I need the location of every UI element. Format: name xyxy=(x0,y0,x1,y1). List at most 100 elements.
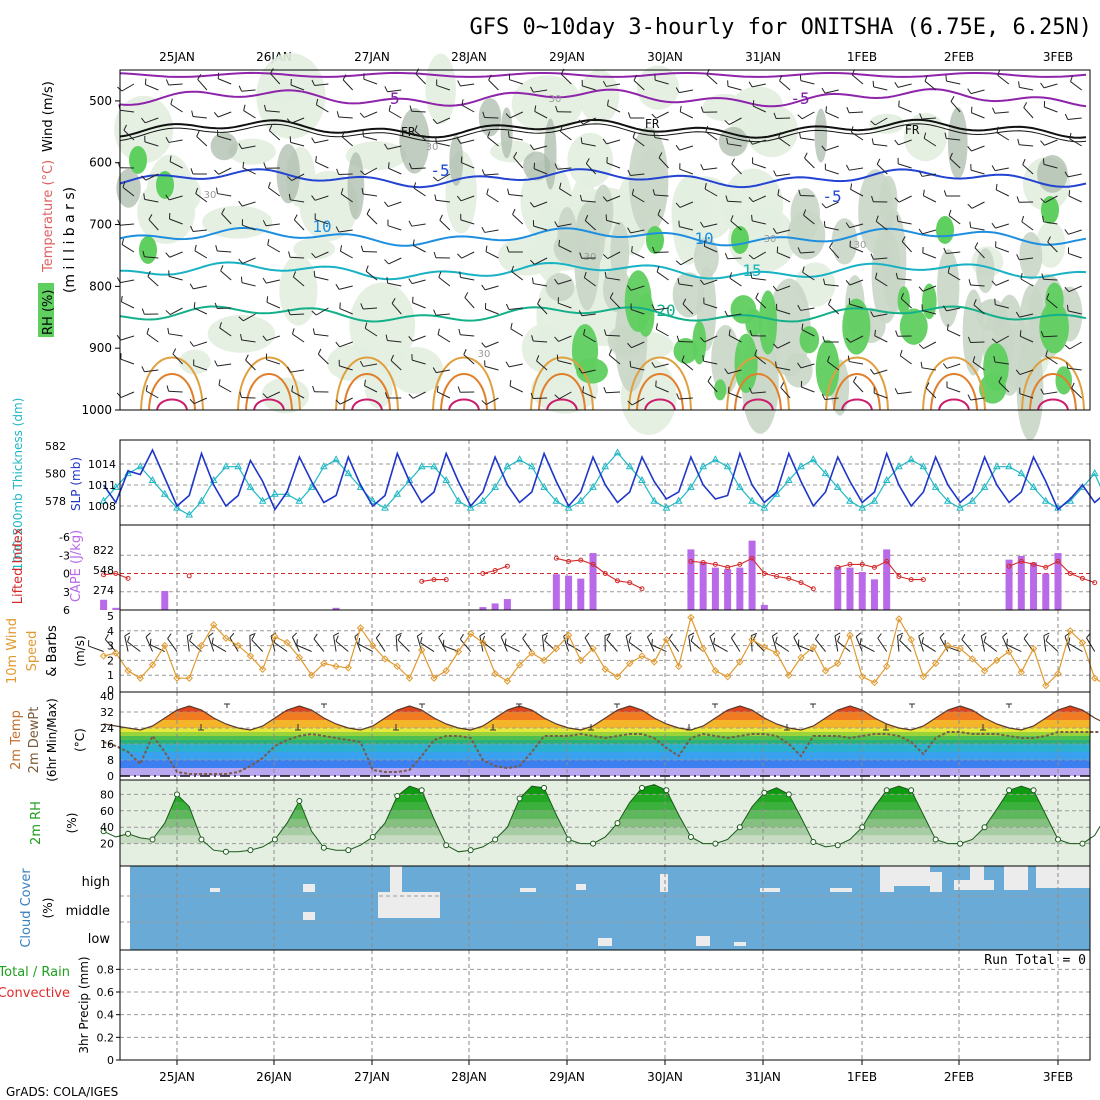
cape-bar xyxy=(577,578,585,610)
upper-wind-barb xyxy=(682,303,694,315)
cloud-gap xyxy=(576,884,586,890)
wind10m-speed-point xyxy=(723,672,732,681)
thickness-point xyxy=(992,462,1001,470)
upper-wind-barb-flag xyxy=(1064,113,1069,120)
rh2m-point xyxy=(1079,840,1086,847)
upper-wind-barb-flag xyxy=(1040,330,1044,337)
wind10m-barb-flag xyxy=(167,633,172,639)
wind10m-speed-point xyxy=(638,652,646,660)
upper-wind-barb-flag xyxy=(874,329,877,336)
isotherm-loop xyxy=(1037,398,1069,411)
upper-wind-barb xyxy=(704,188,718,197)
upper-wind-barb-flag xyxy=(656,266,660,273)
upper-wind-barb-flag xyxy=(505,113,511,119)
temp-ylabel-1: 2m Temp xyxy=(9,710,24,770)
upper-wind-barb-flag xyxy=(415,68,420,75)
temp-tick-label: 8 xyxy=(107,754,114,767)
lifted-index-point xyxy=(1079,575,1085,581)
wind10m-speed-point xyxy=(356,624,365,632)
wind10m-speed-point xyxy=(650,658,658,666)
upper-wind-barb-flag xyxy=(655,323,658,330)
upper-wind-barb-flag xyxy=(797,247,801,254)
upper-wind-barb-flag xyxy=(779,75,783,82)
upper-wind-barb xyxy=(656,328,669,337)
upper-wind-barb-flag xyxy=(537,298,541,305)
upper-wind-barb-flag xyxy=(853,376,857,383)
upper-wind-barb-flag xyxy=(219,322,222,329)
thickness-point xyxy=(99,496,108,504)
wind10m-barb-flag xyxy=(522,633,527,639)
upper-wind-barb xyxy=(777,341,791,349)
upper-wind-barb xyxy=(752,162,766,169)
upper-wind-barb xyxy=(220,270,232,281)
upper-wind-barb xyxy=(970,397,985,401)
upper-wind-barb-flag xyxy=(269,68,274,74)
wind10m-speed-point xyxy=(405,674,414,682)
upper-label-temp: Temperature (°C) xyxy=(41,160,56,273)
isotherm-loop xyxy=(1021,356,1085,411)
upper-wind-barb xyxy=(801,111,815,120)
upper-wind-barb-flag xyxy=(772,228,777,234)
upper-wind-barb-flag xyxy=(652,189,656,196)
upper-wind-barb xyxy=(464,297,475,309)
upper-wind-barb-flag xyxy=(972,356,976,363)
upper-wind-barb xyxy=(873,369,888,375)
footer-credit: GrADS: COLA/IGES xyxy=(6,1085,118,1099)
upper-wind-barb xyxy=(144,141,159,147)
wind10m-barb xyxy=(837,641,851,652)
cape-bar xyxy=(724,569,732,610)
upper-wind-barb xyxy=(316,104,329,113)
upper-wind-barb xyxy=(754,354,767,365)
rh-shade-mid xyxy=(693,237,719,278)
upper-wind-barb-flag xyxy=(894,388,899,394)
lifted-index-point xyxy=(639,586,645,592)
upper-wind-barb xyxy=(217,111,232,118)
upper-wind-barb-flag xyxy=(147,270,151,277)
thickness-point xyxy=(1090,469,1099,477)
isotherm-loop xyxy=(245,373,293,411)
upper-wind-barb xyxy=(194,250,208,259)
upper-wind-barb-flag xyxy=(335,341,340,348)
cape-bar xyxy=(687,549,695,610)
rh-shade-mid xyxy=(1019,232,1043,280)
upper-wind-barb-flag xyxy=(341,131,345,138)
upper-wind-barb-flag xyxy=(825,106,827,113)
temp-band xyxy=(120,728,1090,732)
upper-wind-barb-flag xyxy=(481,342,486,348)
upper-wind-barb-flag xyxy=(651,113,657,119)
upper-wind-barb-flag xyxy=(775,361,777,368)
upper-wind-barb xyxy=(217,363,232,367)
upper-wind-barb-flag xyxy=(191,110,194,117)
upper-wind-barb-flag xyxy=(1022,158,1026,165)
upper-wind-barb xyxy=(413,244,426,253)
upper-wind-barb xyxy=(390,360,402,371)
upper-wind-barb xyxy=(803,214,815,225)
cape-tick-label: 274 xyxy=(93,584,114,597)
upper-wind-barb xyxy=(804,157,815,169)
upper-wind-barb xyxy=(145,390,159,399)
upper-wind-barb-flag xyxy=(751,214,753,221)
upper-wind-barb-flag xyxy=(1071,382,1075,389)
upper-wind-barb xyxy=(947,272,961,281)
upper-wind-barb-flag xyxy=(602,196,608,202)
upper-wind-barb-flag xyxy=(924,75,928,82)
upper-wind-barb xyxy=(290,84,305,91)
upper-wind-barb-flag xyxy=(366,208,371,215)
wind10m-barb-flag xyxy=(775,636,778,643)
wind10m-speed-point xyxy=(931,659,940,668)
upper-wind-barb-flag xyxy=(700,106,704,113)
upper-wind-barb-flag xyxy=(141,175,147,181)
upper-wind-barb xyxy=(824,89,839,94)
rh2m-point xyxy=(174,791,180,798)
thickness-point xyxy=(442,475,451,483)
wind10m-barb xyxy=(688,635,692,652)
thickness-point xyxy=(222,462,230,470)
wind10m-barb xyxy=(1043,635,1047,652)
upper-wind-barb-flag xyxy=(414,125,418,132)
upper-wind-barb-flag xyxy=(944,132,947,139)
upper-wind-barb-flag xyxy=(724,310,729,317)
upper-wind-barb-flag xyxy=(780,382,785,388)
upper-wind-barb xyxy=(654,137,669,141)
isotherm-loop xyxy=(644,398,676,411)
rh2m-point xyxy=(810,838,817,845)
